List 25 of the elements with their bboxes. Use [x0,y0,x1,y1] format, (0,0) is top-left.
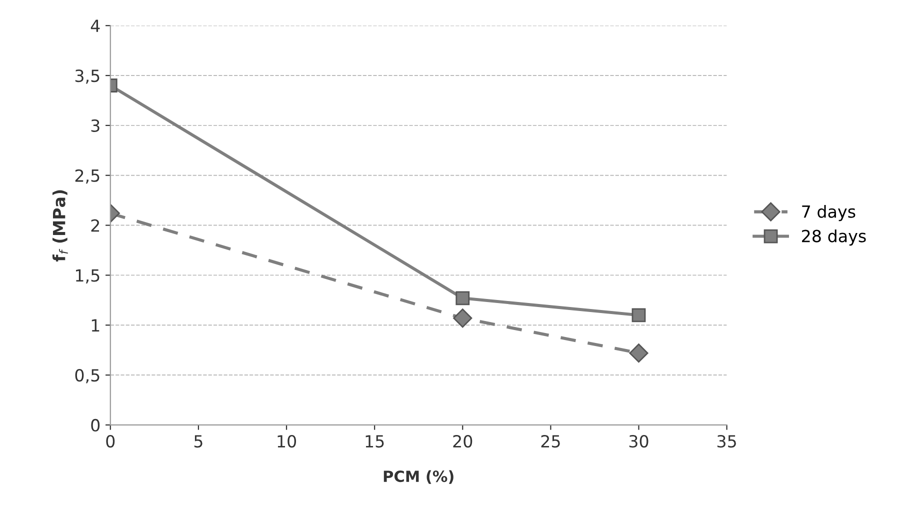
y-tick-label: 3 [91,119,100,132]
y-tick-label: 3,5 [75,69,100,84]
y-axis-title: f$_{f}$ (MPa) [52,190,68,262]
x-tick-label: 25 [541,434,560,448]
legend-label: 7 days [802,204,856,222]
y-tick-label: 1,5 [76,269,100,284]
x-tick-label: 0 [106,434,115,448]
point [456,291,470,306]
y-tick-label: 1 [92,319,100,332]
x-tick-label: 30 [629,434,648,448]
point [453,308,472,328]
y-tick-label: 0,5 [75,369,100,384]
point [632,308,646,322]
y-tick-label: 2 [91,219,100,232]
y-tick-label: 4 [90,20,100,32]
y-tick-label: 2,5 [75,169,100,184]
point [629,344,648,363]
x-tick-label: 5 [194,435,202,448]
x-tick-label: 10 [278,434,296,448]
legend-label: 28 days [802,229,866,246]
y-tick-label: 0 [91,418,100,432]
x-axis-title: PCM (%) [384,470,454,484]
x-tick-label: 20 [453,434,472,448]
x-tick-label: 35 [717,434,736,448]
x-tick-label: 15 [366,435,384,448]
